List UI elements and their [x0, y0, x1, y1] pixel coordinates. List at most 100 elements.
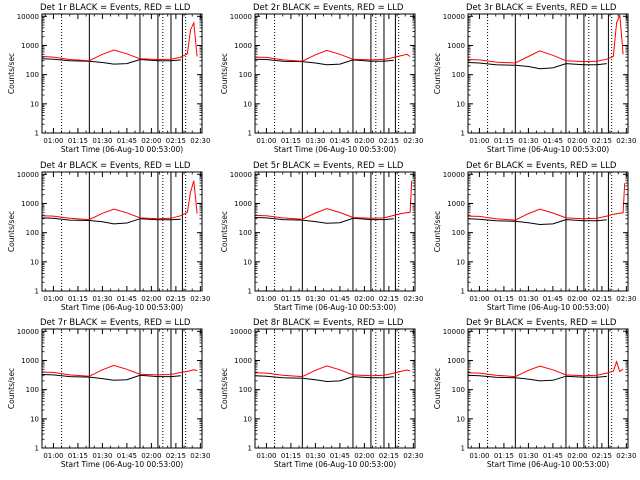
y-tick-label: 1000: [447, 200, 465, 208]
x-tick-label: 02:00: [141, 137, 161, 145]
y-tick-label: 10000: [17, 171, 39, 179]
chart-title: Det 3r BLACK = Events, RED = LLD: [466, 3, 617, 13]
x-tick-label: 01:45: [330, 137, 350, 145]
x-tick-label: 02:30: [190, 452, 210, 460]
chart-title: Det 5r BLACK = Events, RED = LLD: [253, 161, 404, 171]
x-axis-label: Start Time (06-Aug-10 00:53:00): [274, 145, 396, 154]
x-tick-label: 02:30: [616, 137, 636, 145]
y-tick-label: 100: [26, 229, 39, 237]
y-axis-label: Counts/sec: [220, 368, 229, 409]
x-axis-label: Start Time (06-Aug-10 00:53:00): [274, 460, 396, 469]
x-tick-label: 01:00: [469, 452, 489, 460]
x-tick-label: 01:30: [305, 295, 325, 303]
chart-panel-1: Det 1r BLACK = Events, RED = LLD 1 10 100 10…: [7, 3, 210, 154]
x-tick-label: 01:30: [518, 295, 538, 303]
x-tick-label: 01:00: [256, 295, 276, 303]
y-tick-label: 1: [35, 288, 39, 296]
plot-frame: [254, 13, 416, 134]
y-axis-label: Counts/sec: [220, 53, 229, 94]
plot-frame: [41, 171, 203, 292]
x-axis-label: Start Time (06-Aug-10 00:53:00): [487, 303, 609, 312]
y-tick-label: 10: [243, 415, 252, 423]
y-tick-label: 10000: [443, 328, 465, 336]
x-tick-label: 01:30: [92, 452, 112, 460]
x-tick-label: 01:45: [330, 295, 350, 303]
y-tick-label: 10: [30, 258, 39, 266]
x-tick-label: 01:30: [305, 452, 325, 460]
x-tick-label: 01:00: [43, 452, 63, 460]
lld-series-line: [41, 364, 198, 377]
x-tick-label: 01:00: [43, 295, 63, 303]
lld-series-line: [467, 183, 626, 221]
x-tick-label: 02:00: [567, 295, 587, 303]
x-axis-label: Start Time (06-Aug-10 00:53:00): [61, 303, 183, 312]
chart-title: Det 9r BLACK = Events, RED = LLD: [466, 318, 617, 328]
x-tick-label: 02:30: [616, 295, 636, 303]
x-tick-label: 02:15: [592, 452, 612, 460]
y-tick-label: 10: [243, 100, 252, 108]
x-tick-label: 02:15: [592, 137, 612, 145]
x-tick-label: 02:15: [166, 295, 186, 303]
chart-title: Det 2r BLACK = Events, RED = LLD: [253, 3, 404, 13]
y-tick-label: 100: [26, 386, 39, 394]
x-tick-label: 01:15: [494, 137, 514, 145]
y-tick-label: 100: [239, 229, 252, 237]
lld-series-line: [254, 365, 411, 378]
events-series-line: [254, 217, 394, 224]
chart-title: Det 4r BLACK = Events, RED = LLD: [40, 161, 191, 171]
x-tick-label: 01:00: [256, 137, 276, 145]
lld-series-line: [254, 180, 413, 220]
x-tick-label: 02:00: [141, 452, 161, 460]
y-tick-label: 1: [248, 288, 252, 296]
x-tick-label: 02:00: [567, 452, 587, 460]
y-tick-label: 1: [461, 445, 465, 453]
y-tick-label: 10000: [230, 13, 252, 21]
plot-frame: [41, 13, 203, 134]
y-tick-label: 10: [456, 100, 465, 108]
x-tick-label: 02:30: [190, 295, 210, 303]
x-axis-label: Start Time (06-Aug-10 00:53:00): [487, 460, 609, 469]
lld-series-line: [41, 180, 198, 221]
plot-frame: [467, 13, 629, 134]
x-tick-label: 01:00: [469, 137, 489, 145]
chart-panel-5: Det 5r BLACK = Events, RED = LLD 1 10 100 10…: [220, 161, 423, 312]
plot-frame: [254, 328, 416, 449]
x-tick-label: 01:45: [543, 295, 563, 303]
lld-series-line: [467, 360, 624, 378]
y-tick-label: 1: [248, 445, 252, 453]
y-tick-label: 10000: [230, 171, 252, 179]
x-tick-label: 02:30: [616, 452, 636, 460]
x-tick-label: 01:00: [469, 295, 489, 303]
x-tick-label: 01:30: [92, 295, 112, 303]
plot-frame: [254, 171, 416, 292]
y-tick-label: 1: [461, 288, 465, 296]
x-tick-label: 02:15: [379, 137, 399, 145]
y-axis-label: Counts/sec: [433, 211, 442, 252]
events-series-line: [254, 58, 394, 66]
x-tick-label: 02:30: [190, 137, 210, 145]
y-tick-label: 1000: [447, 42, 465, 50]
chart-title: Det 6r BLACK = Events, RED = LLD: [466, 161, 617, 171]
y-axis-label: Counts/sec: [7, 53, 16, 94]
y-tick-label: 1: [248, 130, 252, 138]
chart-panel-2: Det 2r BLACK = Events, RED = LLD 1 10 100 10…: [220, 3, 423, 154]
x-tick-label: 02:00: [567, 137, 587, 145]
x-tick-label: 02:15: [379, 295, 399, 303]
y-axis-label: Counts/sec: [433, 368, 442, 409]
events-series-line: [41, 374, 181, 381]
y-tick-label: 1000: [234, 42, 252, 50]
y-tick-label: 1000: [234, 200, 252, 208]
y-tick-label: 1000: [447, 357, 465, 365]
x-tick-label: 02:15: [592, 295, 612, 303]
lld-series-line: [467, 14, 624, 64]
x-tick-label: 02:30: [403, 452, 423, 460]
events-series-line: [467, 374, 607, 382]
y-tick-label: 1: [35, 445, 39, 453]
x-tick-label: 02:30: [403, 295, 423, 303]
y-tick-label: 1000: [234, 357, 252, 365]
y-axis-label: Counts/sec: [7, 211, 16, 252]
y-tick-label: 10: [30, 100, 39, 108]
y-tick-label: 100: [452, 386, 465, 394]
y-tick-label: 10: [456, 258, 465, 266]
